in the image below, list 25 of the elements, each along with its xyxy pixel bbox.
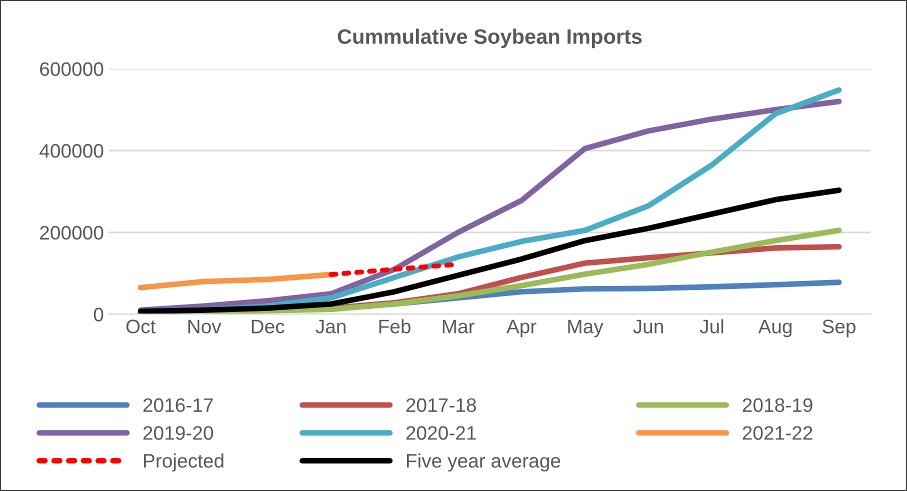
y-tick-label: 0 [94,308,104,322]
x-tick-label: Jun [633,320,663,334]
legend-label: 2016-17 [143,398,213,412]
legend-label: Five year average [406,453,560,472]
x-tick-label: Feb [379,319,410,334]
legend-label: Projected [144,453,224,472]
legend-label: 2018-19 [742,398,812,412]
chart-title: Cummulative Soybean Imports [338,28,642,48]
legend-label: 2019-20 [143,426,214,440]
y-tick-label: 200000 [40,226,104,240]
y-tick-label: 600000 [40,62,104,76]
x-tick-label: Aug [758,320,792,338]
legend-label: 2017-18 [406,398,476,412]
x-tick-label: Nov [188,320,222,334]
y-tick-label: 400000 [40,144,104,158]
x-tick-label: May [568,320,604,338]
x-tick-label: Oct [126,320,156,334]
x-tick-label: Mar [442,320,474,334]
legend-label: 2020-21 [406,426,476,440]
x-tick-label: Jul [700,319,724,334]
legend-label: 2021-22 [742,426,812,440]
x-tick-label: Sep [822,320,856,338]
x-tick-label: Dec [252,320,284,334]
x-tick-label: Apr [506,320,536,338]
x-tick-label: Jan [316,320,346,334]
